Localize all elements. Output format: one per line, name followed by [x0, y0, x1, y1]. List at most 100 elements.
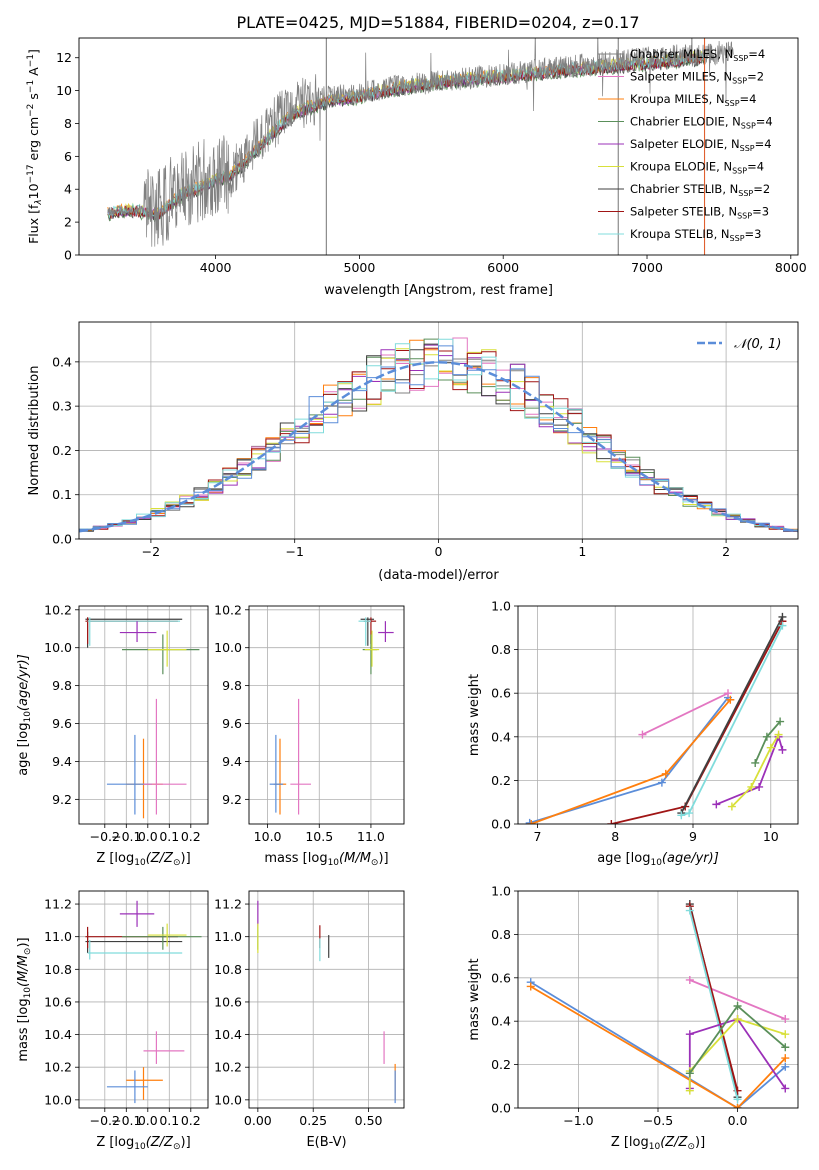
weight-point-marker: [727, 802, 736, 811]
y-tick-label: 10.8: [44, 962, 72, 977]
weight-point-marker: [685, 809, 694, 818]
age-vs-Z-panel: −0.2−0.10.0 0.1 0.2 9.2 9.4 9.6 9.8 10.0 10.2 Z […: [16, 602, 209, 868]
weight-point-marker: [751, 758, 760, 767]
weight-point-marker: [527, 820, 536, 824]
y-tick-label: 0.0: [491, 817, 511, 832]
y-tick-label: 10.8: [214, 962, 242, 977]
y-tick-label: 0: [64, 248, 72, 263]
y-tick-label: 10.6: [214, 994, 242, 1009]
y-tick-label: 9.2: [222, 792, 242, 807]
x-tick-label: 1: [578, 544, 586, 559]
y-tick-label: 9.8: [222, 678, 242, 693]
x-tick-label: 6000: [487, 260, 519, 275]
y-tick-label: 10.4: [44, 1027, 72, 1042]
y-tick-label: 0.3: [52, 399, 72, 414]
y-tick-label: 1.0: [491, 884, 511, 899]
weight-point-marker: [526, 982, 535, 991]
y-tick-label: 10.0: [214, 1092, 242, 1107]
x-tick-label: 5000: [344, 260, 376, 275]
x-axis-label: Z [log10(Z/Z⊙)]: [611, 1135, 705, 1152]
weight-point-marker: [776, 717, 785, 726]
residuals-panel: −2 −1 0 1 2 0.0 0.1 0.2 0.3 0.4 𝒩(0, 1) (data-model…: [27, 321, 799, 583]
y-tick-label: 10.2: [44, 602, 72, 617]
weight-point-marker: [638, 730, 647, 739]
weight-point-marker: [726, 695, 735, 704]
legend-label: Kroupa MILES, NSSP=4: [630, 92, 756, 108]
y-tick-label: 10.6: [44, 994, 72, 1009]
weight-point-marker: [781, 1084, 790, 1093]
y-tick-label: 6: [64, 149, 72, 164]
y-tick-label: 9.4: [52, 754, 72, 769]
plot-area: [257, 900, 396, 1104]
y-tick-label: 0.6: [491, 686, 511, 701]
spectrum-legend: Chabrier MILES, NSSP=4 Salpeter MILES, NS…: [598, 47, 773, 243]
weight-point-marker: [781, 1015, 790, 1024]
y-tick-label: 9.6: [52, 716, 72, 731]
y-tick-label: 0.6: [491, 970, 511, 985]
plot-area: [525, 612, 787, 824]
weight-point-marker: [781, 1062, 790, 1071]
weight-point-marker: [657, 778, 666, 787]
weight-point-marker: [685, 1086, 694, 1095]
y-tick-label: 11.0: [214, 929, 242, 944]
y-tick-label: 0.4: [491, 729, 511, 744]
x-axis-label: E(B-V): [306, 1135, 346, 1150]
y-tick-label: 10.2: [214, 1060, 242, 1075]
y-tick-label: 11.2: [44, 897, 72, 912]
weight-series-line: [530, 981, 786, 1108]
axes-frame: [78, 321, 799, 540]
y-axis-label: age [log10(age/yr)]: [16, 654, 33, 776]
weight-series-line: [731, 734, 780, 808]
legend-label: Kroupa STELIB, NSSP=3: [630, 227, 761, 243]
weight-series-line: [611, 620, 784, 824]
x-tick-label: 0.1: [159, 1113, 179, 1128]
x-tick-label: 0.1: [159, 829, 179, 844]
y-tick-label: 10.0: [214, 640, 242, 655]
weight-point-marker: [661, 769, 670, 778]
plot-area: [85, 900, 202, 1104]
legend-label: Chabrier STELIB, NSSP=2: [630, 182, 770, 198]
weight-point-marker: [685, 906, 694, 915]
y-tick-label: 0.8: [491, 927, 511, 942]
x-tick-label: 0: [435, 544, 443, 559]
residuals-plot-area: [79, 337, 798, 533]
y-tick-label: 0.1: [52, 487, 72, 502]
x-tick-label: 0.0: [728, 1113, 748, 1128]
x-axis-label: age [log10(age/yr)]: [597, 851, 719, 868]
y-tick-label: 11.2: [214, 897, 242, 912]
y-tick-label: 10.2: [44, 1060, 72, 1075]
y-tick-label: 0.0: [491, 1101, 511, 1116]
weight-series-line: [529, 697, 729, 824]
x-tick-label: 0.2: [181, 1113, 201, 1128]
y-tick-label: 0.8: [491, 642, 511, 657]
legend-label: Chabrier ELODIE, NSSP=4: [630, 115, 773, 131]
x-tick-label: −1.0: [563, 1113, 593, 1128]
weight-point-marker: [733, 1095, 742, 1104]
weight-vs-Z-panel: −1.0 −0.5 0.0 0.0 0.2 0.4 0.6 0.8 1.0 Z [log10(Z/…: [467, 884, 799, 1152]
weight-point-marker: [762, 732, 771, 741]
weight-series-line: [530, 699, 731, 824]
weight-point-marker: [677, 811, 686, 820]
y-axis-label: mass weight: [467, 674, 482, 756]
x-tick-label: −2: [142, 544, 160, 559]
y-tick-label: 12: [56, 50, 72, 65]
y-tick-label: 9.6: [222, 716, 242, 731]
weight-series-line: [688, 1017, 787, 1090]
weight-point-marker: [778, 621, 787, 630]
legend-label: 𝒩(0, 1): [734, 337, 781, 352]
x-tick-label: 2: [722, 544, 730, 559]
weight-point-marker: [607, 820, 616, 824]
axes-frame: [517, 890, 799, 1109]
y-tick-label: 0.4: [491, 1014, 511, 1029]
y-tick-label: 10.4: [214, 1027, 242, 1042]
plot-area: [526, 900, 790, 1108]
x-tick-label: −0.5: [643, 1113, 673, 1128]
y-tick-label: 10.2: [214, 602, 242, 617]
y-tick-label: 1.0: [491, 599, 511, 614]
y-tick-label: 10: [56, 83, 72, 98]
y-axis-label: mass weight: [467, 958, 482, 1040]
figure-title: PLATE=0425, MJD=51884, FIBERID=0204, z=0…: [236, 13, 639, 32]
y-tick-label: 0.4: [52, 354, 72, 369]
y-tick-label: 8: [64, 116, 72, 131]
x-tick-label: 7000: [631, 260, 663, 275]
